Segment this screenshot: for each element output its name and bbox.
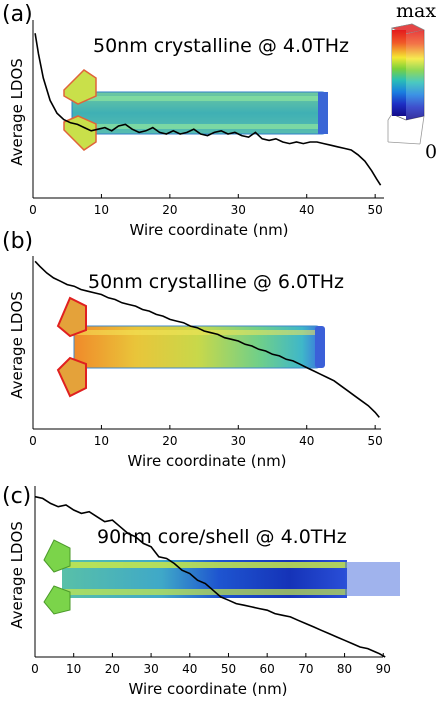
colorbar: max 0 bbox=[387, 0, 436, 163]
chart-title-b: 50nm crystalline @ 6.0THz bbox=[88, 271, 344, 293]
x-tick-label-c: 50 bbox=[221, 662, 236, 676]
x-ticks-c: 0 10 20 30 40 50 60 70 80 90 bbox=[31, 653, 391, 676]
colorbar-min-label: 0 bbox=[425, 141, 436, 163]
x-tick-label-a: 50 bbox=[368, 203, 383, 217]
x-tick-label-c: 0 bbox=[31, 662, 39, 676]
panel-letter-b: (b) bbox=[2, 229, 33, 254]
x-axis-label-b: Wire coordinate (nm) bbox=[127, 452, 286, 470]
x-tick-label-a: 0 bbox=[29, 203, 37, 217]
x-tick-label-c: 10 bbox=[66, 662, 81, 676]
panel-letter-a: (a) bbox=[2, 2, 33, 27]
nanowire-render-b bbox=[56, 296, 325, 398]
x-axis-label-c: Wire coordinate (nm) bbox=[128, 680, 287, 698]
x-tick-label-a: 10 bbox=[94, 203, 109, 217]
chart-title-c: 90nm core/shell @ 4.0THz bbox=[97, 526, 347, 548]
colorbar-max-label: max bbox=[396, 0, 436, 22]
panel-letter-c: (c) bbox=[2, 484, 31, 509]
x-tick-label-a: 20 bbox=[162, 203, 177, 217]
ldos-line-a bbox=[34, 33, 382, 186]
chart-title-a: 50nm crystalline @ 4.0THz bbox=[93, 35, 349, 57]
x-tick-label-c: 90 bbox=[376, 662, 391, 676]
x-ticks-b: 0 10 20 30 40 50 bbox=[29, 425, 383, 448]
ldos-line-b bbox=[34, 260, 380, 418]
x-tick-label-c: 80 bbox=[337, 662, 352, 676]
x-tick-label-b: 10 bbox=[94, 434, 109, 448]
panel-c: (c) 90nm core/shell @ 4.0THz 0 10 20 30 40 50… bbox=[2, 484, 400, 698]
x-ticks-a: 0 10 20 30 40 50 bbox=[29, 194, 383, 217]
x-tick-label-a: 40 bbox=[299, 203, 314, 217]
colorbar-gradient bbox=[392, 30, 406, 116]
x-tick-label-c: 40 bbox=[182, 662, 197, 676]
x-axis-label-a: Wire coordinate (nm) bbox=[129, 221, 288, 239]
y-axis-label-b: Average LDOS bbox=[8, 291, 26, 399]
panel-a: (a) 50nm crystalline @ 4.0THz 0 10 20 30 40 5… bbox=[2, 2, 384, 239]
x-tick-label-c: 20 bbox=[105, 662, 120, 676]
panel-b: (b) 50nm crystalline @ 6.0THz 0 10 20 30 40 5… bbox=[2, 229, 383, 470]
x-tick-label-b: 0 bbox=[29, 434, 37, 448]
ldos-line-c bbox=[34, 495, 386, 658]
x-tick-label-b: 30 bbox=[231, 434, 246, 448]
x-tick-label-b: 40 bbox=[299, 434, 314, 448]
y-axis-label-c: Average LDOS bbox=[8, 521, 26, 629]
y-axis-label-a: Average LDOS bbox=[8, 58, 26, 166]
x-tick-label-a: 30 bbox=[231, 203, 246, 217]
nanowire-render-c bbox=[43, 539, 400, 615]
x-tick-label-b: 20 bbox=[162, 434, 177, 448]
x-tick-label-c: 70 bbox=[298, 662, 313, 676]
x-tick-label-b: 50 bbox=[368, 434, 383, 448]
x-tick-label-c: 60 bbox=[260, 662, 275, 676]
nanowire-render-a bbox=[63, 69, 328, 151]
x-tick-label-c: 30 bbox=[143, 662, 158, 676]
